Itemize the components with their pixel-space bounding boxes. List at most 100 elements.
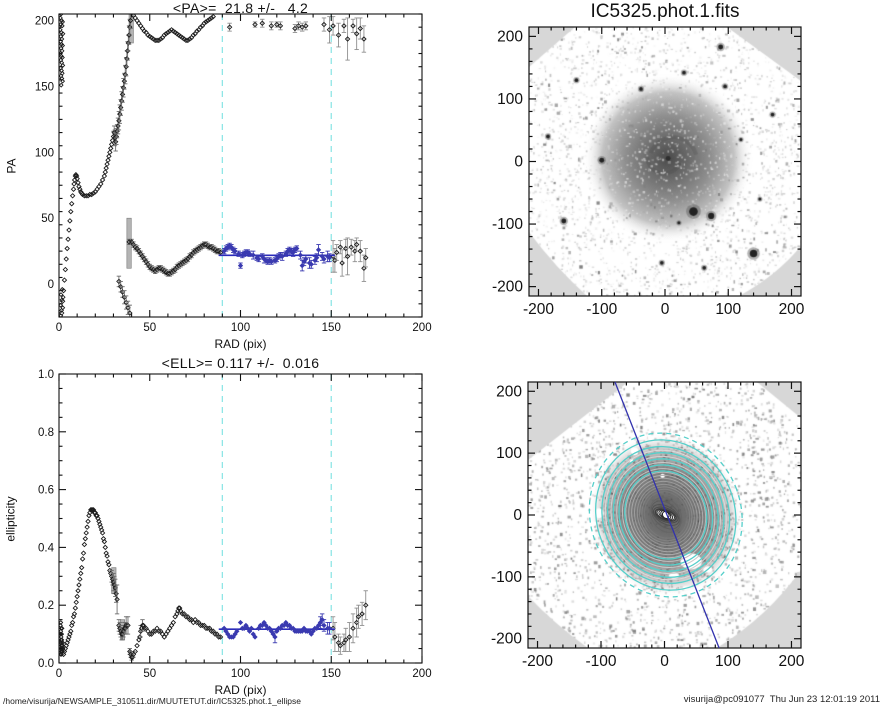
data-point xyxy=(104,553,110,559)
data-point xyxy=(183,37,189,44)
data-point xyxy=(362,254,369,261)
tick-label: -100 xyxy=(492,216,523,233)
data-point xyxy=(116,278,122,285)
data-point xyxy=(85,193,91,199)
data-point xyxy=(156,628,162,634)
data-point xyxy=(268,628,274,634)
data-point xyxy=(362,602,369,608)
data-point xyxy=(246,628,253,634)
plot-data-layer xyxy=(59,14,369,317)
data-point xyxy=(248,625,255,631)
data-point xyxy=(353,31,360,37)
data-point xyxy=(166,28,173,34)
data-point xyxy=(75,179,81,186)
data-point xyxy=(321,21,327,28)
tick-label: -200 xyxy=(492,279,523,296)
data-point xyxy=(65,236,71,243)
data-point xyxy=(60,640,66,646)
data-point xyxy=(241,625,247,631)
data-point xyxy=(314,625,320,631)
series-main-curve xyxy=(60,507,224,661)
data-point xyxy=(344,253,351,260)
data-point xyxy=(208,628,215,634)
data-point xyxy=(102,169,109,175)
tick-label: 100 xyxy=(35,147,54,159)
data-point xyxy=(190,32,197,38)
tick-label: 200 xyxy=(779,301,805,318)
tick-label: -100 xyxy=(586,301,617,318)
data-point xyxy=(197,24,204,30)
data-point xyxy=(297,252,304,258)
tick-label: 0 xyxy=(513,507,522,524)
data-point xyxy=(117,111,123,117)
tick-label: -100 xyxy=(585,653,616,670)
data-point xyxy=(147,631,153,637)
series-fit-points xyxy=(221,242,333,272)
tick-label: 150 xyxy=(322,322,341,334)
tick-label: 0.6 xyxy=(38,485,54,497)
data-point xyxy=(194,619,200,626)
plot-data-layer xyxy=(59,374,369,663)
data-point xyxy=(126,32,132,38)
data-point xyxy=(107,145,114,152)
data-point xyxy=(105,157,111,163)
series-core-scatter xyxy=(59,620,66,657)
isophote-image-panel: -200 -100 0 100 200 -200 -100 0 100 200 xyxy=(443,358,885,708)
data-point xyxy=(259,20,266,26)
output-file-path: /home/visurija/NEWSAMPLE_310511.dir/MUUT… xyxy=(3,696,301,706)
isophote-ellipse xyxy=(652,506,679,524)
isophote-ellipse xyxy=(639,486,693,544)
data-point xyxy=(314,255,320,261)
data-point xyxy=(98,181,104,187)
data-point xyxy=(80,550,87,556)
data-point xyxy=(87,191,93,198)
data-point xyxy=(310,628,316,634)
data-point xyxy=(68,200,75,207)
data-point xyxy=(236,251,242,257)
tick-label: 1.0 xyxy=(38,369,54,381)
tick-label: 0 xyxy=(660,653,669,670)
tick-label: 0 xyxy=(56,668,62,680)
data-point xyxy=(60,78,66,84)
isophote-ellipse xyxy=(656,509,676,521)
data-point xyxy=(62,266,69,273)
data-point xyxy=(274,21,280,28)
data-point xyxy=(274,628,280,634)
data-point xyxy=(343,637,349,643)
galaxy-image-panel: IC5325.phot.1.fits -200 -100 0 100 200 -200 -1… xyxy=(443,0,885,354)
galaxy-image-canvas xyxy=(529,27,801,296)
data-point xyxy=(152,37,158,44)
data-point xyxy=(197,622,204,629)
tick-label: 0.8 xyxy=(38,427,54,439)
galaxy-image-axes: -200 -100 0 100 200 -200 -100 0 100 200 xyxy=(492,26,805,318)
isophote-ellipse xyxy=(658,509,674,521)
data-point xyxy=(292,25,298,32)
data-point xyxy=(212,631,218,637)
data-point xyxy=(261,619,267,626)
data-point xyxy=(357,248,364,254)
data-point xyxy=(266,625,273,631)
data-point xyxy=(114,596,120,603)
data-point xyxy=(77,576,83,582)
data-point xyxy=(117,104,124,111)
ellipticity-profile-chart: 0 50 100 150 200 0.0 0.2 0.4 0.6 0.8 1.0 xyxy=(38,369,432,680)
data-point xyxy=(326,625,333,631)
tick-labels: 0 50 100 150 200 0 50 100 150 200 xyxy=(35,16,432,334)
data-point xyxy=(299,24,305,30)
data-point xyxy=(74,593,80,600)
data-point xyxy=(165,29,171,36)
data-point xyxy=(337,244,344,250)
data-point xyxy=(60,287,67,294)
data-point xyxy=(119,91,126,98)
tick-label: 150 xyxy=(322,668,341,680)
ell-x-axis-label: RAD (pix) xyxy=(214,683,267,697)
data-point xyxy=(117,283,124,290)
data-point xyxy=(59,14,64,17)
data-point xyxy=(252,634,258,640)
data-point xyxy=(154,37,160,44)
pa-profile-chart: 0 50 100 150 200 0 50 100 150 200 xyxy=(35,13,432,334)
data-point xyxy=(134,642,140,649)
data-point xyxy=(121,78,128,84)
data-point xyxy=(295,23,302,29)
